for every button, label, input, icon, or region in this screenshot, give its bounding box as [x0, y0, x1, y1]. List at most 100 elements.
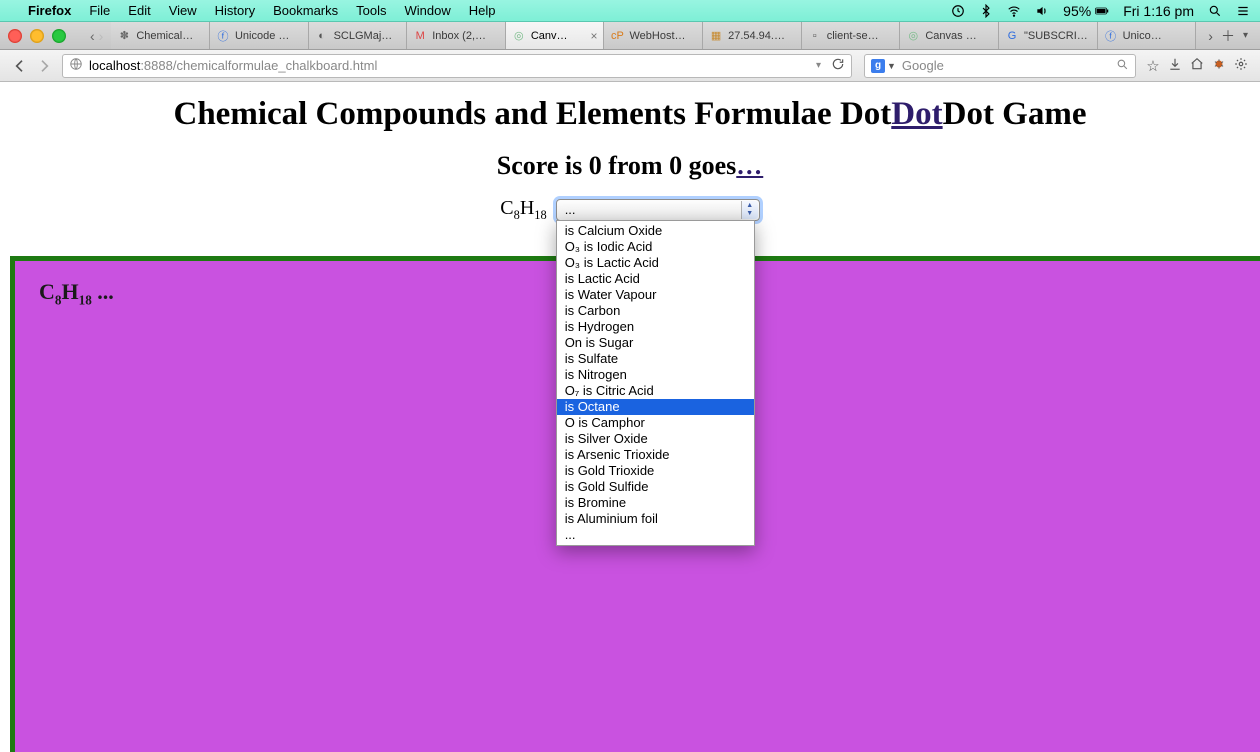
page-content: Chemical Compounds and Elements Formulae…	[0, 82, 1260, 752]
url-host: localhost	[89, 58, 140, 73]
reload-button[interactable]	[831, 57, 845, 74]
webdev-icon[interactable]	[1230, 57, 1252, 75]
dropdown-option[interactable]: is Hydrogen	[557, 319, 754, 335]
dropdown-option[interactable]: is Sulfate	[557, 351, 754, 367]
home-icon[interactable]	[1186, 57, 1208, 75]
dropdown-option[interactable]: is Water Vapour	[557, 287, 754, 303]
tab-favicon-icon: G	[1005, 29, 1019, 43]
browser-tab[interactable]: M Inbox (2,…	[407, 22, 506, 49]
browser-tab[interactable]: ◎Canv…×	[506, 22, 605, 49]
back-button[interactable]	[8, 55, 32, 77]
dropdown-option[interactable]: On is Sugar	[557, 335, 754, 351]
tab-title: client-se…	[827, 30, 894, 42]
url-path: /chemicalformulae_chalkboard.html	[173, 58, 377, 73]
score-ellipsis-link[interactable]: …	[736, 151, 763, 180]
dropdown-option[interactable]: is Calcium Oxide	[557, 223, 754, 239]
window-minimize-button[interactable]	[30, 29, 44, 43]
menubar-help[interactable]: Help	[469, 3, 496, 18]
tab-title: Inbox (2,…	[432, 30, 499, 42]
dropdown-option[interactable]: is Gold Sulfide	[557, 479, 754, 495]
dropdown-option[interactable]: is Bromine	[557, 495, 754, 511]
browser-tab[interactable]: ◐SCLGMaj…	[309, 22, 408, 49]
select-stepper-icon[interactable]: ▲▼	[741, 201, 758, 219]
dropdown-option[interactable]: O is Camphor	[557, 415, 754, 431]
title-dot-link[interactable]: Dot	[891, 96, 942, 132]
dropdown-option[interactable]: is Carbon	[557, 303, 754, 319]
macos-menubar: Firefox File Edit View History Bookmarks…	[0, 0, 1260, 22]
dropdown-option[interactable]: O₇ is Citric Acid	[557, 383, 754, 399]
dropdown-option[interactable]: is Octane	[557, 399, 754, 415]
dropdown-option[interactable]: O₃ is Lactic Acid	[557, 255, 754, 271]
dropdown-option[interactable]: is Aluminium foil	[557, 511, 754, 527]
menubar-history[interactable]: History	[215, 3, 255, 18]
browser-tab[interactable]: ◎Canvas …	[900, 22, 999, 49]
browser-tab[interactable]: ⓕUnicode …	[210, 22, 309, 49]
tab-title: WebHost…	[629, 30, 696, 42]
browser-tab[interactable]: cPWebHost…	[604, 22, 703, 49]
site-identity-icon[interactable]	[69, 57, 83, 74]
tab-favicon-icon: M	[413, 29, 427, 43]
url-text: localhost:8888/chemicalformulae_chalkboa…	[89, 58, 816, 73]
search-submit-icon[interactable]	[1116, 58, 1129, 74]
tab-scroll-right-icon[interactable]: ›	[99, 28, 104, 44]
volume-icon[interactable]	[1035, 4, 1049, 18]
browser-tab[interactable]: ⓕUnico…	[1098, 22, 1197, 49]
toolbar-right-icons: ☆	[1142, 57, 1252, 75]
formula-label: C8H18	[500, 197, 546, 223]
formula-select-row: C8H18 ... ▲▼ is Calcium OxideO₃ is Iodic…	[0, 197, 1260, 223]
tab-title: "SUBSCRI…	[1024, 30, 1091, 42]
search-engine-dropdown-icon[interactable]: ▼	[887, 61, 896, 71]
tab-list-dropdown-icon[interactable]: ▾	[1243, 30, 1248, 41]
dropdown-option[interactable]: is Arsenic Trioxide	[557, 447, 754, 463]
compound-select[interactable]: ... ▲▼ is Calcium OxideO₃ is Iodic AcidO…	[556, 199, 760, 221]
browser-tab[interactable]: ✽Chemical…	[111, 22, 210, 49]
tab-favicon-icon: ⓕ	[1104, 29, 1118, 43]
dropdown-option[interactable]: is Gold Trioxide	[557, 463, 754, 479]
search-bar[interactable]: g ▼ Google	[864, 54, 1136, 78]
menubar-tools[interactable]: Tools	[356, 3, 386, 18]
dropdown-option[interactable]: O₃ is Iodic Acid	[557, 239, 754, 255]
downloads-icon[interactable]	[1164, 57, 1186, 75]
browser-tab[interactable]: G "SUBSCRI…	[999, 22, 1098, 49]
battery-percent: 95%	[1063, 3, 1091, 19]
spotlight-icon[interactable]	[1208, 4, 1222, 18]
tab-close-icon[interactable]: ×	[590, 29, 597, 43]
bluetooth-icon[interactable]	[979, 4, 993, 18]
timemachine-icon[interactable]	[951, 4, 965, 18]
title-post: Dot Game	[943, 96, 1087, 132]
window-zoom-button[interactable]	[52, 29, 66, 43]
reader-mode-dropdown-icon[interactable]: ▾	[816, 60, 821, 71]
bookmark-star-icon[interactable]: ☆	[1142, 57, 1164, 75]
browser-tab[interactable]: ▫client-se…	[802, 22, 901, 49]
menubar-view[interactable]: View	[169, 3, 197, 18]
firebug-icon[interactable]	[1208, 57, 1230, 75]
page-title: Chemical Compounds and Elements Formulae…	[0, 96, 1260, 133]
menubar-bookmarks[interactable]: Bookmarks	[273, 3, 338, 18]
tab-scroll-left-icon[interactable]: ‹	[90, 28, 95, 44]
dropdown-option[interactable]: ...	[557, 527, 754, 543]
url-bar[interactable]: localhost:8888/chemicalformulae_chalkboa…	[62, 54, 852, 78]
battery-status[interactable]: 95%	[1063, 3, 1109, 19]
dropdown-option[interactable]: is Nitrogen	[557, 367, 754, 383]
notification-center-icon[interactable]	[1236, 4, 1250, 18]
search-placeholder: Google	[902, 58, 1116, 73]
tab-title: Unicode …	[235, 30, 302, 42]
menubar-file[interactable]: File	[89, 3, 110, 18]
menubar-window[interactable]: Window	[405, 3, 451, 18]
dropdown-option[interactable]: is Lactic Acid	[557, 271, 754, 287]
compound-dropdown-list[interactable]: is Calcium OxideO₃ is Iodic AcidO₃ is La…	[556, 220, 755, 546]
tab-overflow-right-icon[interactable]: ›	[1208, 28, 1213, 44]
tab-strip-end: › ＋ ▾	[1196, 22, 1260, 49]
wifi-icon[interactable]	[1007, 4, 1021, 18]
new-tab-button[interactable]: ＋	[1221, 26, 1235, 46]
tab-scroll-controls: ‹ ›	[82, 22, 111, 49]
tab-favicon-icon: ✽	[117, 29, 131, 43]
window-controls	[4, 22, 82, 49]
menubar-edit[interactable]: Edit	[128, 3, 150, 18]
browser-tab[interactable]: ▦27.54.94.…	[703, 22, 802, 49]
window-close-button[interactable]	[8, 29, 22, 43]
menubar-clock[interactable]: Fri 1:16 pm	[1123, 3, 1194, 19]
menubar-app-name[interactable]: Firefox	[28, 3, 71, 18]
forward-button[interactable]	[32, 55, 56, 77]
dropdown-option[interactable]: is Silver Oxide	[557, 431, 754, 447]
